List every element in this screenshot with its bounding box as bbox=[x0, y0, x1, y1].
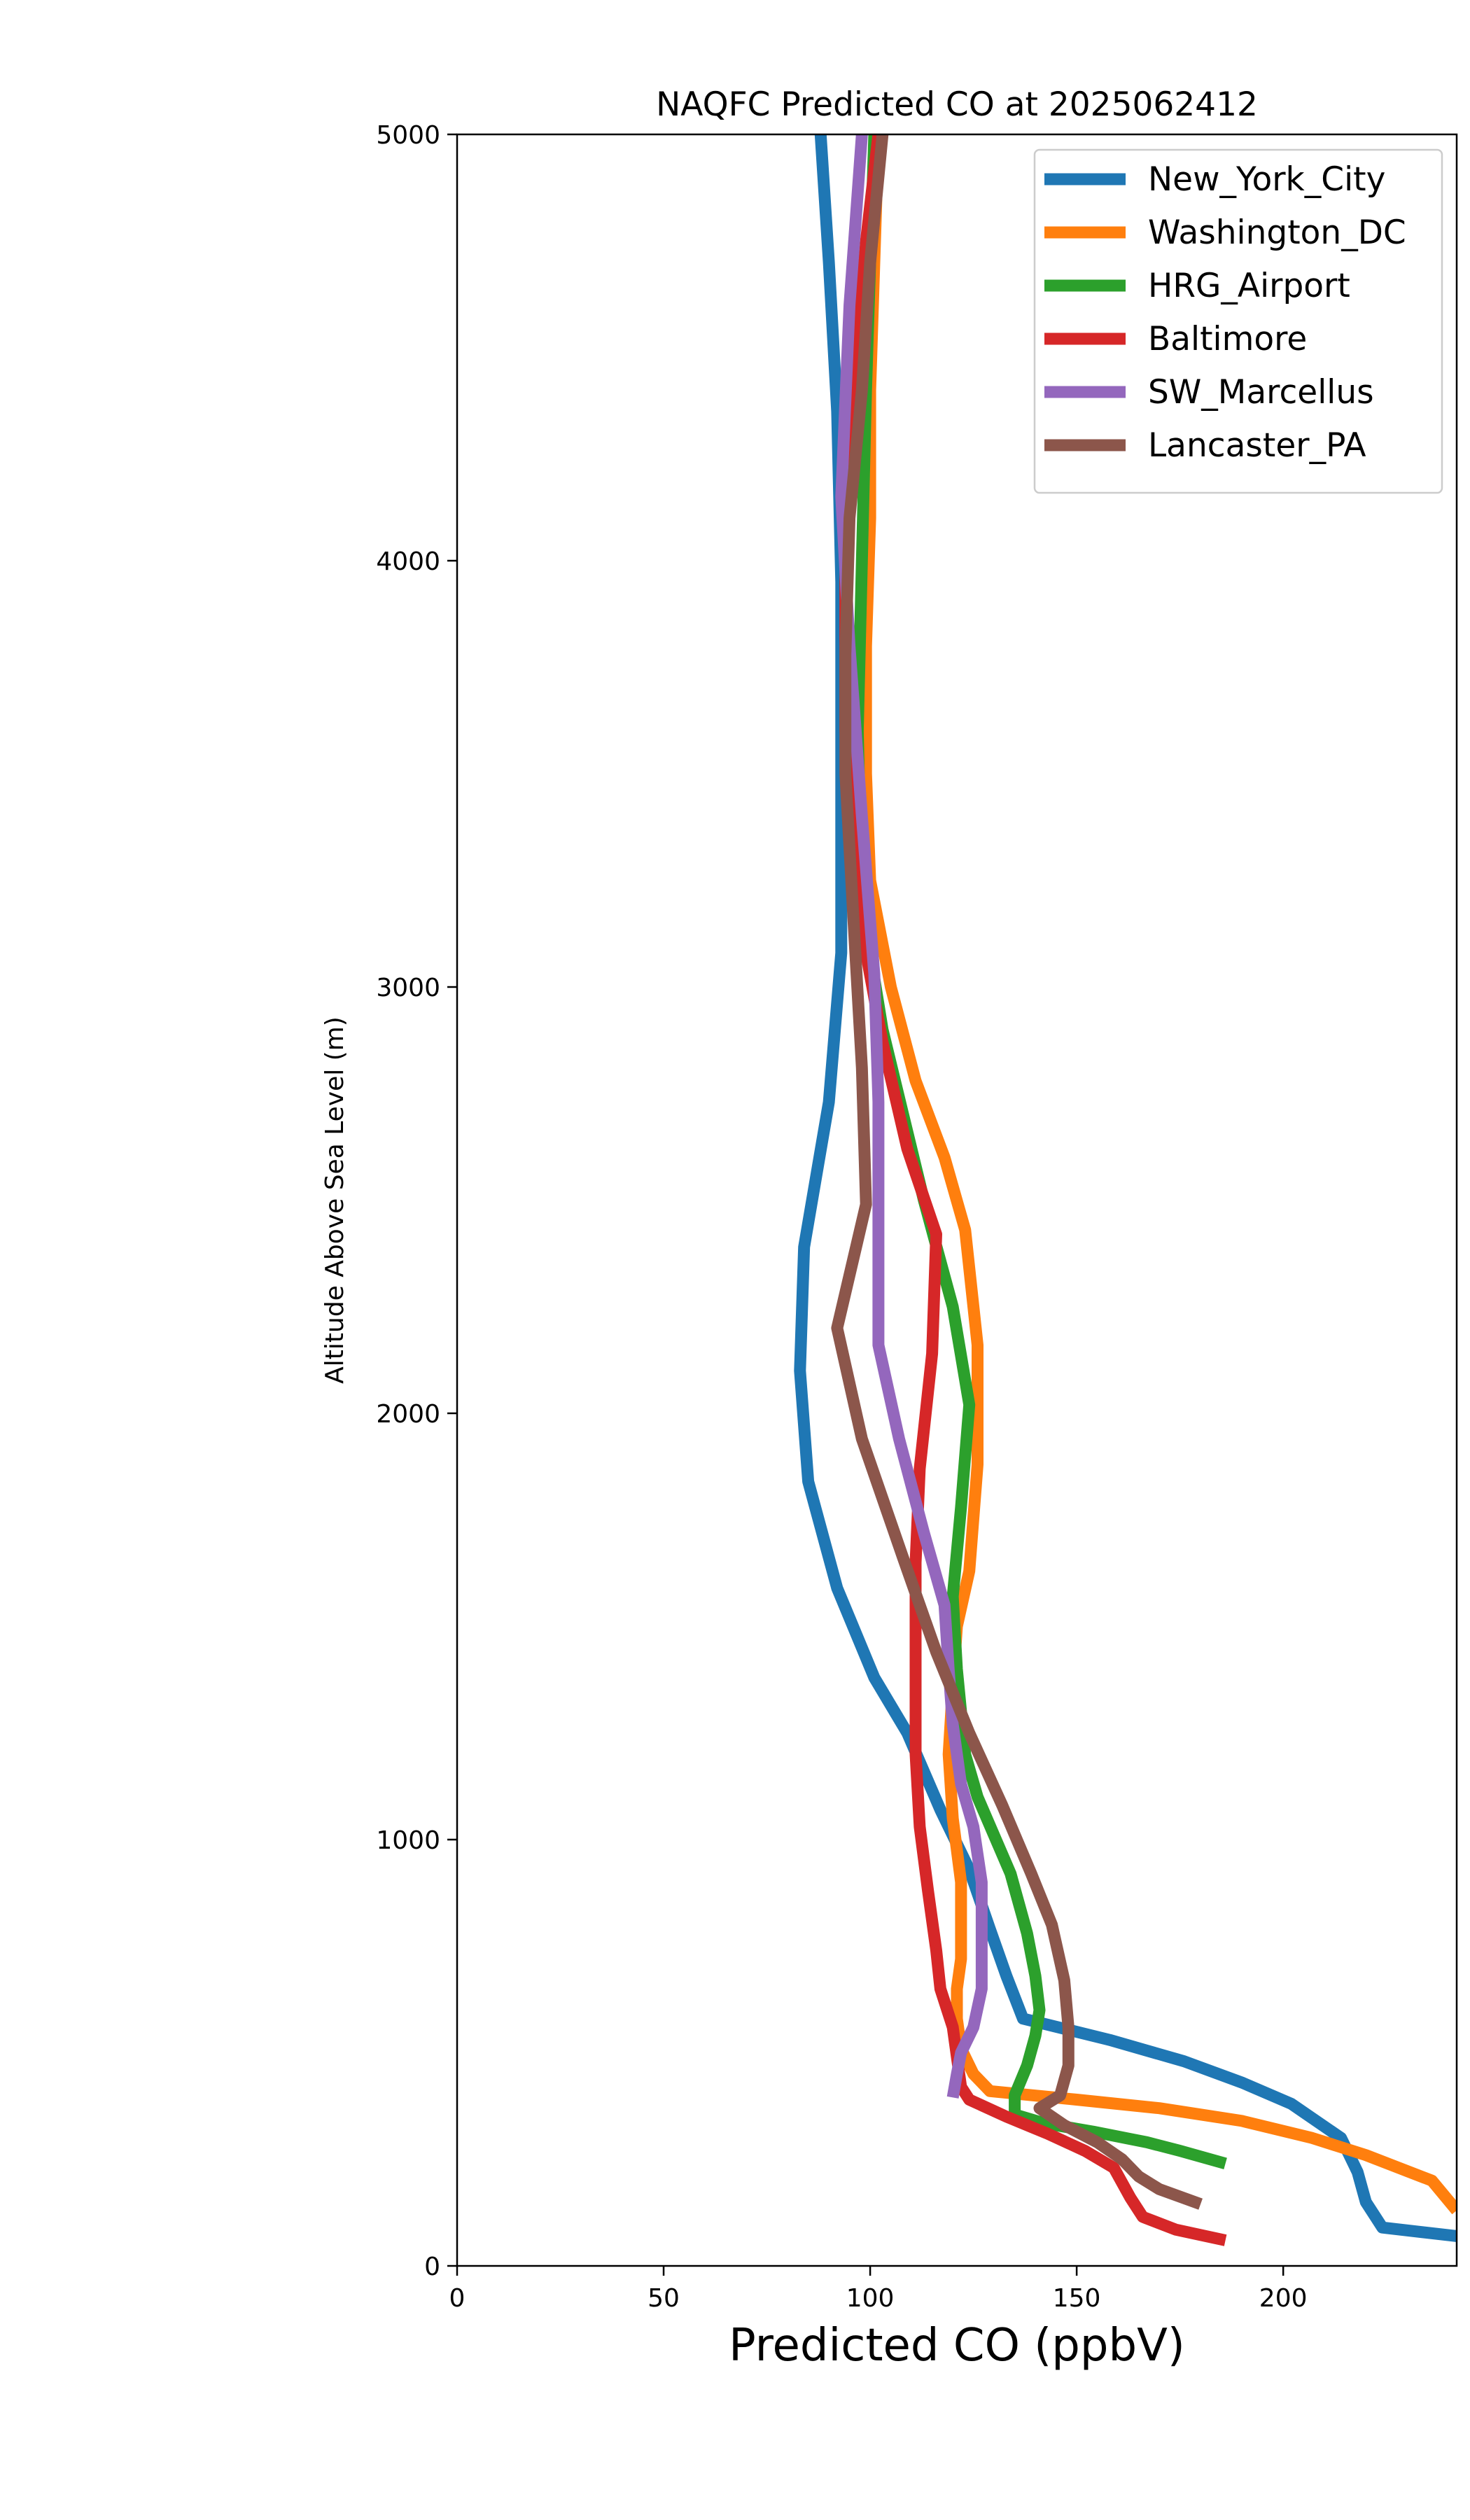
x-axis-label: Predicted CO (ppbV) bbox=[729, 2320, 1185, 2372]
legend: New_York_City Washington_DC HRG_Airport Bal… bbox=[1033, 148, 1443, 494]
series-line-lancaster-pa bbox=[831, 134, 1203, 2210]
y-tick-label: 4000 bbox=[376, 547, 440, 576]
y-axis-label: Altitude Above Sea Level (m) bbox=[321, 1016, 349, 1384]
legend-label: Washington_DC bbox=[1148, 214, 1406, 252]
y-tick-label: 0 bbox=[424, 2253, 440, 2281]
legend-label: Baltimore bbox=[1148, 320, 1307, 358]
series-layer bbox=[794, 134, 1457, 2246]
series-line-washington-dc bbox=[860, 134, 1457, 2215]
y-tick-label: 2000 bbox=[376, 1400, 440, 1429]
chart-title: NAQFC Predicted CO at 2025062412 bbox=[656, 85, 1258, 124]
legend-label: SW_Marcellus bbox=[1148, 373, 1374, 412]
legend-label: Lancaster_PA bbox=[1148, 426, 1366, 465]
legend-box bbox=[1033, 148, 1443, 494]
y-tick-label: 5000 bbox=[376, 121, 440, 150]
series-line-sw-marcellus bbox=[835, 134, 988, 2099]
x-tick-label: 150 bbox=[1053, 2284, 1101, 2313]
legend-label: New_York_City bbox=[1148, 160, 1385, 199]
y-tick-label: 1000 bbox=[376, 1826, 440, 1855]
y-tick-label: 3000 bbox=[376, 974, 440, 1002]
x-tick-label: 200 bbox=[1259, 2284, 1308, 2313]
x-tick-label: 0 bbox=[449, 2284, 465, 2313]
series-line-new-york-city bbox=[794, 134, 1457, 2242]
plot-frame bbox=[456, 133, 1458, 2267]
legend-label: HRG_Airport bbox=[1148, 267, 1350, 305]
x-tick-label: 50 bbox=[648, 2284, 680, 2313]
x-tick-label: 100 bbox=[846, 2284, 895, 2313]
